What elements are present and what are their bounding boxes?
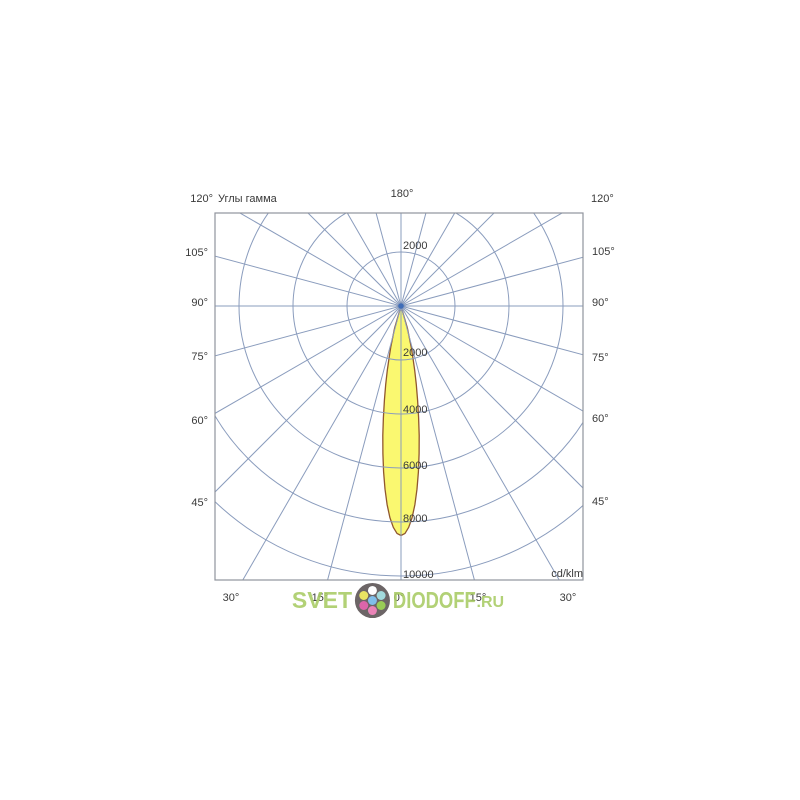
polar-grid <box>215 213 583 580</box>
radial-tick-2000: 2000 <box>403 347 428 359</box>
angle-label-bottom-15-right: 15° <box>469 592 487 604</box>
radial-tick-4000: 4000 <box>403 404 428 416</box>
angle-label-top-left: 120° <box>190 193 213 205</box>
angle-label-bottom-15-left: 15° <box>311 592 329 604</box>
pole-marker <box>398 303 404 309</box>
angle-label-left-105: 105° <box>185 247 208 259</box>
watermark-text-left: SVET <box>291 587 353 613</box>
radial-tick-8000: 8000 <box>403 513 428 525</box>
angle-label-right-90: 90° <box>592 297 609 309</box>
angle-label-right-60: 60° <box>592 413 609 425</box>
angle-label-top-right: 120° <box>591 193 614 205</box>
radial-tick-6000: 6000 <box>403 460 428 472</box>
svetodiodoff-logo-icon <box>354 582 391 619</box>
watermark: SVET DIODOFF .RU <box>292 582 504 619</box>
angle-label-left-45: 45° <box>191 497 208 509</box>
angle-label-left-60: 60° <box>191 415 208 427</box>
watermark-tld: .RU <box>476 594 505 611</box>
watermark-text-right: DIODOFF <box>393 587 476 613</box>
unit-label: cd/klm <box>551 568 583 580</box>
angle-label-left-90: 90° <box>191 297 208 309</box>
radial-tick-10000: 10000 <box>403 569 434 581</box>
angle-label-top-center: 180° <box>390 188 414 200</box>
angle-label-bottom-0: 0° <box>393 592 405 604</box>
angle-label-bottom-30-right: 30° <box>559 592 577 604</box>
angle-label-right-45: 45° <box>592 496 609 508</box>
angle-label-right-75: 75° <box>592 352 609 364</box>
angle-label-right-105: 105° <box>592 246 615 258</box>
radial-tick-2000-upper: 2000 <box>403 240 428 252</box>
plot-border <box>214 212 584 581</box>
angle-label-left-75: 75° <box>191 351 208 363</box>
chart-title: Углы гамма <box>218 193 277 205</box>
angle-label-bottom-30-left: 30° <box>222 592 240 604</box>
